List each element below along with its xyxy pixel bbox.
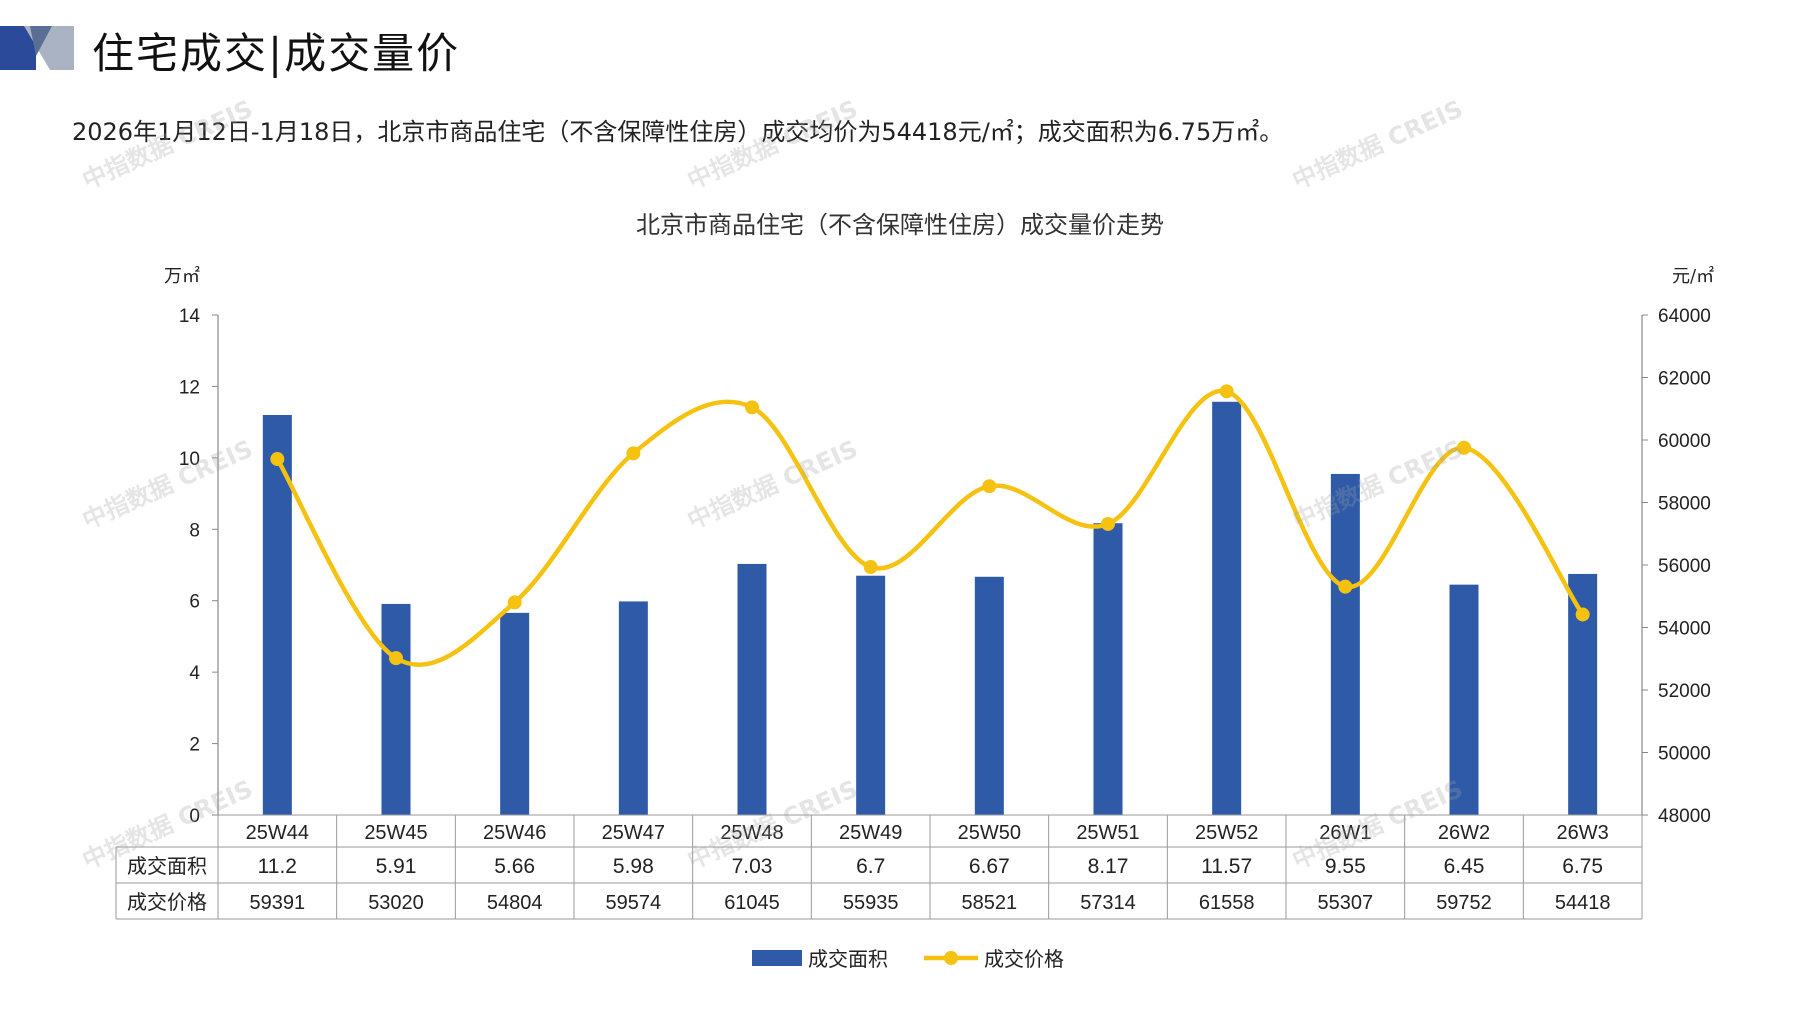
legend-bar-label: 成交面积 xyxy=(808,947,888,971)
price-value: 61558 xyxy=(1199,892,1255,914)
category-label: 26W3 xyxy=(1557,822,1609,844)
right-tick-label: 56000 xyxy=(1658,556,1711,577)
area-value: 9.55 xyxy=(1325,855,1366,878)
bar-25W47 xyxy=(618,601,648,815)
price-value: 54418 xyxy=(1555,892,1611,914)
legend: 成交面积 成交价格 xyxy=(752,947,1064,971)
bar-25W46 xyxy=(500,612,530,815)
bar-25W48 xyxy=(737,563,767,815)
area-value: 5.98 xyxy=(613,855,654,878)
bar-26W1 xyxy=(1330,473,1360,815)
legend-line-label: 成交价格 xyxy=(984,947,1064,971)
area-value: 7.03 xyxy=(732,855,773,878)
category-label: 25W45 xyxy=(364,822,427,844)
logo-mark xyxy=(0,26,74,70)
price-value: 58521 xyxy=(962,892,1018,914)
price-point-25W44 xyxy=(270,452,285,467)
price-value: 55935 xyxy=(843,892,899,914)
category-label: 25W49 xyxy=(839,822,902,844)
area-value: 11.57 xyxy=(1201,855,1252,878)
price-point-25W45 xyxy=(389,651,403,666)
left-axis-unit: 万㎡ xyxy=(164,265,200,287)
right-tick-label: 64000 xyxy=(1658,306,1711,327)
summary-text: 2026年1月12日-1月18日，北京市商品住宅（不含保障性住房）成交均价为54… xyxy=(72,118,1284,146)
bar-26W2 xyxy=(1449,584,1479,815)
legend-bar-swatch xyxy=(752,950,802,966)
category-label: 25W51 xyxy=(1076,822,1139,844)
price-value: 59752 xyxy=(1436,892,1492,914)
left-tick-label: 6 xyxy=(189,592,200,613)
right-tick-label: 58000 xyxy=(1658,494,1711,515)
price-value: 61045 xyxy=(724,892,780,914)
left-tick-label: 4 xyxy=(189,663,200,684)
logo-block-mid xyxy=(30,26,52,56)
bar-25W50 xyxy=(974,576,1004,815)
area-value: 6.45 xyxy=(1444,855,1485,878)
right-tick-label: 54000 xyxy=(1658,619,1711,640)
category-label: 25W47 xyxy=(602,822,665,844)
left-tick-label: 14 xyxy=(179,306,201,327)
price-point-26W2 xyxy=(1457,440,1471,455)
bar-25W45 xyxy=(381,603,411,815)
area-value: 8.17 xyxy=(1088,855,1129,878)
price-value: 55307 xyxy=(1318,892,1374,914)
category-label: 25W44 xyxy=(246,822,309,844)
price-value: 59574 xyxy=(606,892,662,914)
page-title: 住宅成交|成交量价 xyxy=(92,29,461,78)
price-point-26W3 xyxy=(1575,607,1590,622)
left-tick-label: 10 xyxy=(179,449,200,470)
category-label: 25W50 xyxy=(958,822,1021,844)
price-value: 59391 xyxy=(250,892,306,914)
price-point-25W51 xyxy=(1101,516,1115,531)
category-label: 26W1 xyxy=(1319,822,1371,844)
bar-series xyxy=(262,401,1598,815)
price-point-25W47 xyxy=(626,446,641,461)
right-axis-unit: 元/㎡ xyxy=(1672,265,1714,287)
axes: 0 2 4 6 8 10 12 14 48000 50000 52000 54000 56000 5800… xyxy=(179,306,1711,827)
row-header-area: 成交面积 xyxy=(127,854,207,878)
category-label: 25W48 xyxy=(720,822,783,844)
price-point-25W46 xyxy=(507,595,522,610)
right-tick-label: 50000 xyxy=(1658,744,1711,765)
left-tick-label: 2 xyxy=(189,735,200,756)
price-point-25W49 xyxy=(863,560,878,575)
line-series xyxy=(270,384,1590,667)
legend-line-marker xyxy=(944,951,958,965)
left-tick-label: 12 xyxy=(179,377,200,398)
price-value: 57314 xyxy=(1080,892,1136,914)
area-value: 6.7 xyxy=(856,855,885,878)
left-tick-label: 8 xyxy=(189,520,200,541)
right-tick-label: 48000 xyxy=(1658,806,1711,827)
area-value: 11.2 xyxy=(258,855,297,878)
area-value: 5.91 xyxy=(376,855,417,878)
chart-title: 北京市商品住宅（不含保障性住房）成交量价走势 xyxy=(636,211,1164,239)
price-point-25W52 xyxy=(1219,384,1234,399)
price-value: 54804 xyxy=(487,892,543,914)
right-tick-label: 62000 xyxy=(1658,369,1711,390)
right-tick-label: 52000 xyxy=(1658,681,1711,702)
category-label: 25W46 xyxy=(483,822,546,844)
price-point-25W48 xyxy=(745,400,759,415)
price-value: 53020 xyxy=(368,892,424,914)
price-point-26W1 xyxy=(1338,579,1353,594)
category-label: 25W52 xyxy=(1195,822,1258,844)
price-line xyxy=(275,388,1585,667)
area-value: 6.67 xyxy=(969,855,1010,878)
row-header-price: 成交价格 xyxy=(127,890,207,914)
bar-25W51 xyxy=(1093,523,1123,815)
right-tick-label: 60000 xyxy=(1658,431,1711,452)
area-value: 6.75 xyxy=(1562,855,1603,878)
left-tick-label: 0 xyxy=(189,806,200,827)
area-value: 5.66 xyxy=(494,855,535,878)
category-label: 26W2 xyxy=(1438,822,1490,844)
bar-25W49 xyxy=(856,575,886,815)
price-point-25W50 xyxy=(982,479,997,494)
bar-25W52 xyxy=(1212,401,1242,815)
data-table: 25W44 25W45 25W46 25W47 25W48 25W49 25W50 25W51… xyxy=(115,814,1643,920)
logo-block-dark xyxy=(0,26,36,70)
